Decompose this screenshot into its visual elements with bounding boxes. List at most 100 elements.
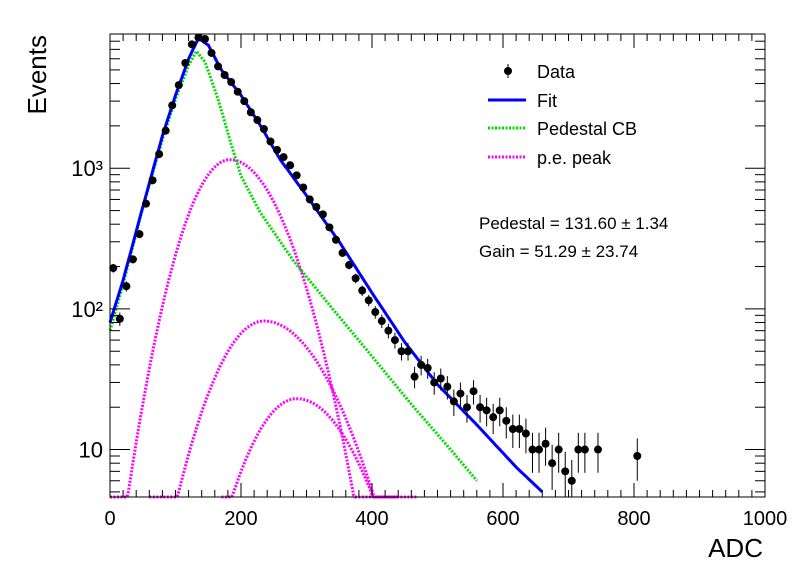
data-marker — [318, 210, 327, 219]
data-point — [476, 394, 485, 423]
data-marker — [462, 403, 471, 412]
data-marker — [135, 230, 144, 239]
data-marker — [554, 445, 563, 454]
data-point — [580, 432, 589, 473]
data-point — [443, 376, 452, 400]
data-marker — [266, 137, 275, 146]
data-marker — [358, 286, 367, 295]
x-tick-label: 600 — [486, 508, 519, 530]
y-tick-label: 10³ — [71, 156, 103, 181]
gain-annotation: Gain = 51.29 ± 23.74 — [479, 242, 638, 261]
data-marker — [142, 199, 151, 208]
data-point — [462, 394, 471, 423]
data-marker — [541, 439, 550, 448]
data-point — [148, 176, 157, 185]
data-point — [521, 418, 530, 454]
data-marker — [521, 429, 530, 438]
data-point — [541, 427, 550, 466]
y-axis-label: Events — [22, 35, 52, 115]
pe-peak-curve — [221, 397, 392, 499]
plot-frame — [109, 33, 766, 498]
data-point — [240, 97, 249, 106]
data-marker — [535, 445, 544, 454]
data-point — [561, 451, 570, 497]
x-tick-label: 200 — [224, 508, 257, 530]
data-marker — [574, 445, 583, 454]
data-point — [508, 414, 517, 449]
data-marker — [436, 374, 445, 383]
x-axis-label: ADC — [708, 533, 763, 563]
data-marker — [194, 33, 203, 42]
data-marker — [371, 308, 380, 317]
data-point — [227, 78, 236, 87]
data-marker — [214, 62, 223, 71]
data-point — [358, 285, 367, 297]
data-marker — [364, 296, 373, 305]
data-point — [312, 203, 321, 212]
data-point — [390, 332, 399, 349]
data-marker — [377, 317, 386, 326]
x-tick-label: 400 — [355, 508, 388, 530]
data-marker — [443, 382, 452, 391]
data-point — [430, 372, 439, 395]
data-point — [122, 281, 131, 292]
data-marker — [633, 451, 642, 460]
data-point — [286, 161, 295, 170]
data-point — [155, 150, 164, 159]
data-marker — [495, 406, 504, 415]
data-marker — [273, 145, 282, 154]
data-marker — [286, 161, 295, 170]
data-point — [174, 81, 183, 90]
legend-entry-fit: Fit — [488, 91, 557, 111]
data-point — [456, 382, 465, 408]
data-marker — [279, 153, 288, 162]
data-point — [515, 414, 524, 449]
data-marker — [502, 416, 511, 425]
data-marker — [397, 347, 406, 356]
data-point — [273, 145, 282, 154]
data-point — [351, 273, 360, 284]
data-point — [417, 355, 426, 376]
data-point — [200, 34, 209, 43]
pedestal-annotation: Pedestal = 131.60 ± 1.34 — [479, 214, 668, 233]
data-marker — [567, 476, 576, 485]
data-point — [338, 248, 347, 257]
pe-peak-curve — [110, 158, 418, 499]
data-marker — [528, 445, 537, 454]
fit-curve — [108, 36, 544, 494]
data-point — [574, 432, 583, 473]
data-marker — [292, 171, 301, 180]
data-marker — [181, 58, 190, 67]
data-point — [548, 444, 557, 490]
data-point — [554, 432, 563, 473]
data-point — [495, 397, 504, 427]
data-point — [207, 48, 216, 57]
data-point — [528, 432, 537, 473]
data-point — [482, 397, 491, 427]
data-point — [259, 125, 268, 134]
data-point — [633, 438, 642, 481]
legend-label-fit: Fit — [537, 91, 557, 111]
data-marker — [469, 387, 478, 396]
x-tick-label: 800 — [617, 508, 650, 530]
data-point — [364, 294, 373, 307]
data-point — [377, 314, 386, 329]
data-marker — [423, 364, 432, 373]
data-point — [266, 137, 275, 146]
data-marker — [593, 445, 602, 454]
data-point — [469, 380, 478, 405]
data-marker — [449, 397, 458, 406]
data-marker — [312, 203, 321, 212]
data-point — [535, 432, 544, 473]
legend-label-data: Data — [537, 62, 576, 82]
data-point — [404, 343, 413, 361]
data-point — [168, 101, 177, 110]
data-marker — [561, 467, 570, 476]
data-marker — [580, 445, 589, 454]
data-marker — [227, 78, 236, 87]
data-marker — [384, 326, 393, 335]
data-marker — [246, 108, 255, 117]
x-tick-label: 1000 — [743, 508, 788, 530]
data-marker — [259, 125, 268, 134]
data-marker — [338, 248, 347, 257]
